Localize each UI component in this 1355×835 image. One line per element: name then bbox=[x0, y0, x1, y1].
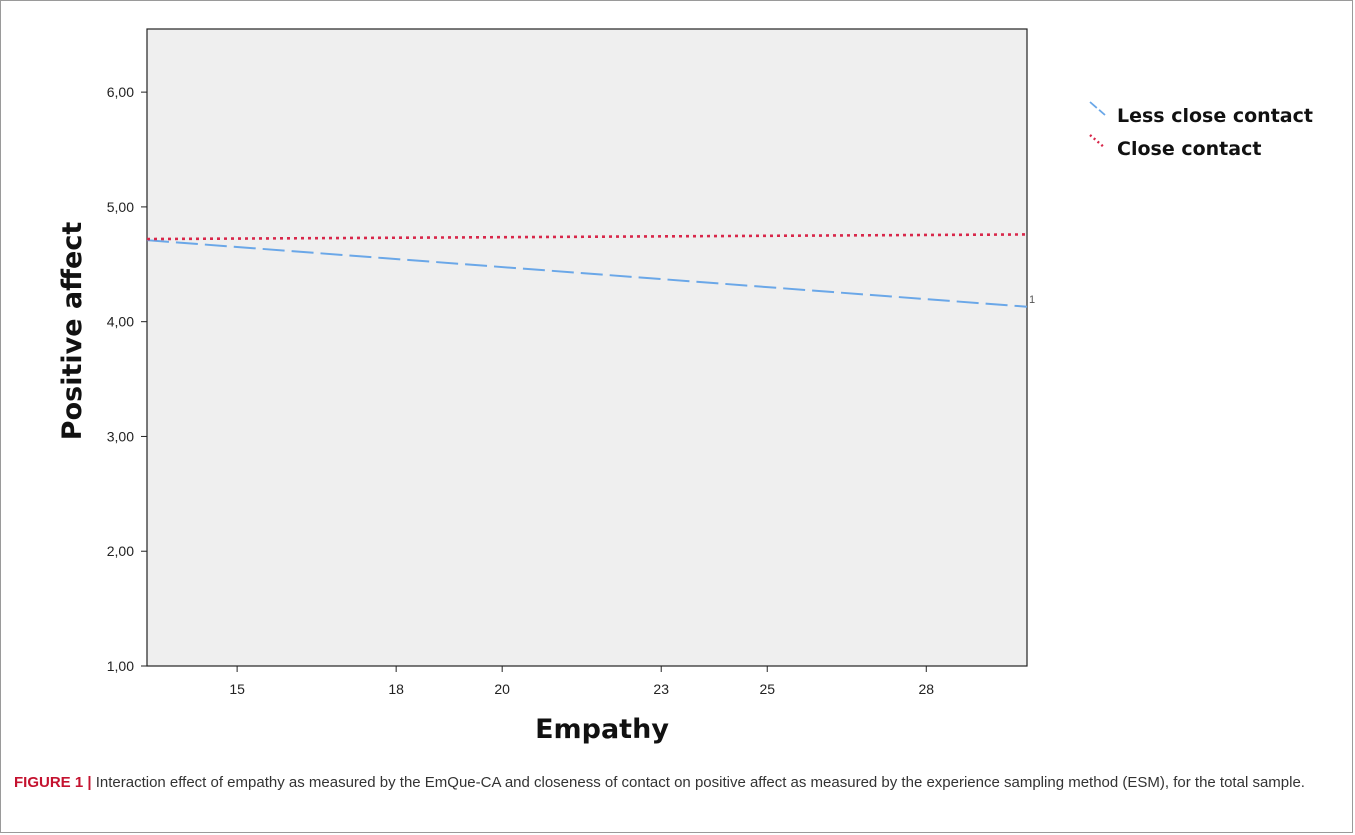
x-tick-label: 23 bbox=[653, 681, 669, 697]
y-tick-label: 1,00 bbox=[107, 658, 134, 674]
x-tick-label: 28 bbox=[918, 681, 934, 697]
line-end-annotation: 1 bbox=[1029, 294, 1035, 306]
y-tick-label: 3,00 bbox=[107, 428, 134, 444]
figure-caption: FIGURE 1 | Interaction effect of empathy… bbox=[14, 772, 1339, 794]
x-tick-label: 18 bbox=[388, 681, 404, 697]
caption-text: Interaction effect of empathy as measure… bbox=[92, 774, 1305, 791]
x-tick-label: 20 bbox=[494, 681, 510, 697]
y-tick-label: 5,00 bbox=[107, 199, 134, 215]
y-tick-label: 4,00 bbox=[107, 314, 134, 330]
legend-swatch-1 bbox=[1090, 135, 1105, 148]
y-axis-ticks: 1,00 2,00 3,00 4,00 5,00 6,00 bbox=[107, 84, 147, 674]
x-tick-label: 15 bbox=[229, 681, 245, 697]
line-chart: 1,002,003,004,005,006,00 15 18 20 23 25 28 1 … bbox=[0, 0, 1355, 760]
legend: Less close contact Close contact bbox=[1090, 102, 1313, 160]
x-axis-ticks: 15 18 20 23 25 28 bbox=[229, 666, 934, 697]
caption-label: FIGURE 1 | bbox=[14, 774, 92, 791]
x-tick-label: 25 bbox=[759, 681, 775, 697]
y-axis-title: Positive affect bbox=[57, 222, 88, 441]
x-axis-title: Empathy bbox=[535, 714, 669, 745]
legend-label-0: Less close contact bbox=[1117, 105, 1313, 127]
y-tick-label: 2,00 bbox=[107, 543, 134, 559]
legend-swatch-0 bbox=[1090, 102, 1105, 115]
legend-label-1: Close contact bbox=[1117, 138, 1261, 160]
y-tick-label: 6,00 bbox=[107, 84, 134, 100]
plot-area bbox=[147, 29, 1027, 666]
